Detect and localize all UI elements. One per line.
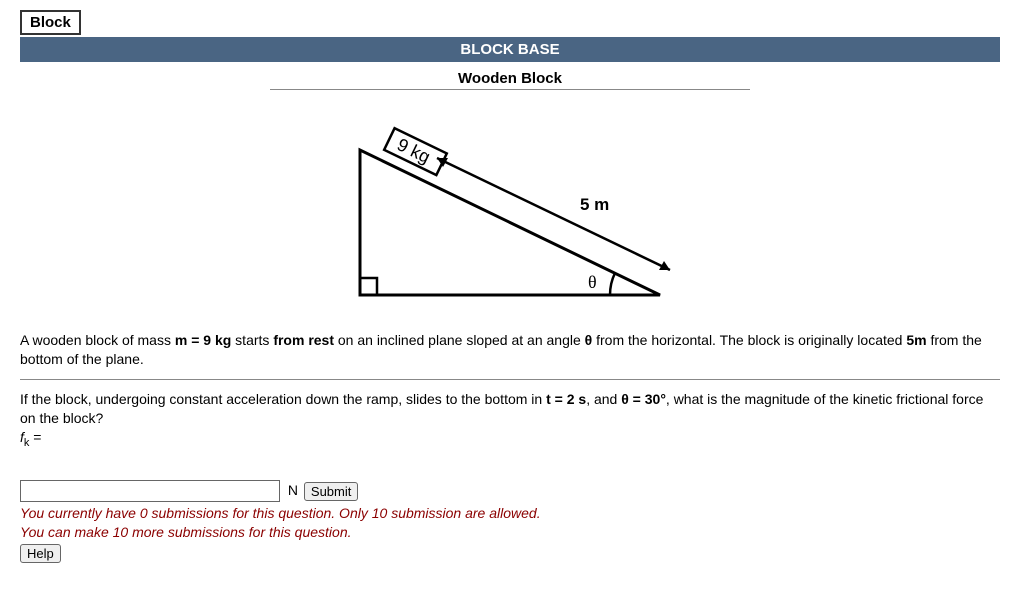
banner-title: BLOCK BASE — [460, 41, 559, 58]
answer-row: N Submit — [20, 480, 1000, 502]
angle-label: θ — [588, 272, 597, 292]
divider — [20, 379, 1000, 380]
subtitle: Wooden Block — [20, 62, 1000, 89]
paragraph-2: If the block, undergoing constant accele… — [20, 390, 1000, 450]
tab-block[interactable]: Block — [20, 10, 81, 35]
submit-button[interactable]: Submit — [304, 482, 358, 501]
help-button[interactable]: Help — [20, 544, 61, 563]
length-label: 5 m — [580, 195, 609, 214]
answer-unit: N — [288, 482, 298, 498]
feedback-line-2: You can make 10 more submissions for thi… — [20, 524, 352, 540]
answer-input[interactable] — [20, 480, 280, 502]
banner: BLOCK BASE — [20, 37, 1000, 62]
problem-figure: θ 9 kg 5 m — [20, 90, 1000, 323]
feedback-line-1: You currently have 0 submissions for thi… — [20, 505, 541, 521]
tab-label: Block — [30, 14, 71, 31]
paragraph-1: A wooden block of mass m = 9 kg starts f… — [20, 331, 1000, 369]
incline-diagram-icon: θ 9 kg 5 m — [330, 110, 690, 310]
submission-feedback: You currently have 0 submissions for thi… — [20, 504, 1000, 542]
